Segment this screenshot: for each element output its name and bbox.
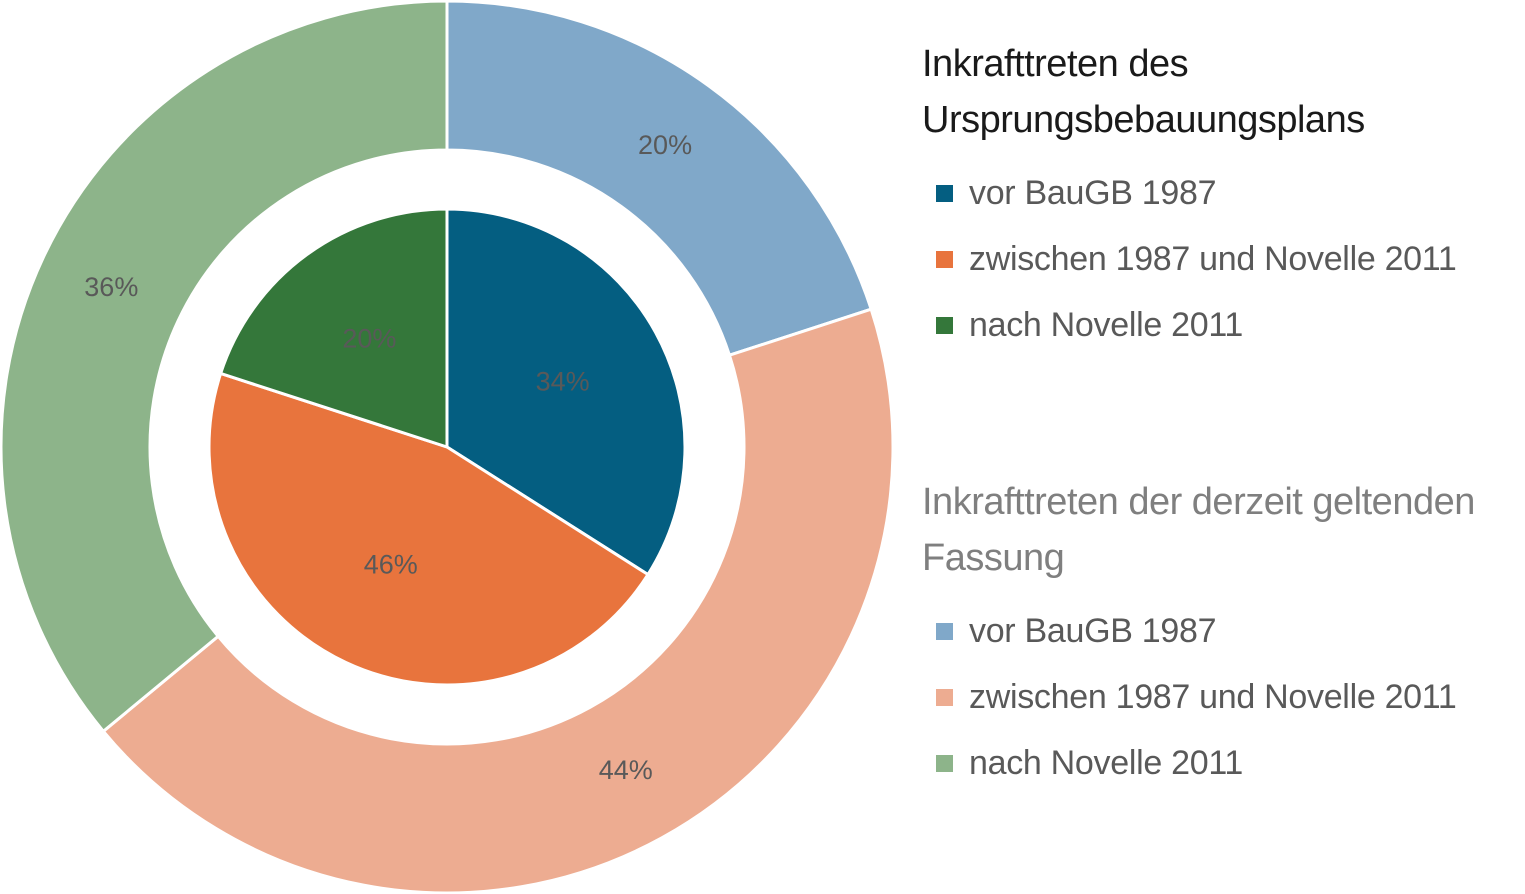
- legend-item: nach Novelle 2011: [922, 292, 1525, 358]
- legend-label: zwischen 1987 und Novelle 2011: [969, 239, 1457, 278]
- donut-chart: 20% 44% 36% 34% 46% 20%: [0, 0, 895, 894]
- inner-slice-label: 34%: [536, 367, 590, 397]
- outer-slice: [101, 307, 895, 894]
- legend-swatch: [936, 688, 953, 706]
- legend-swatch: [936, 754, 953, 772]
- outer-slice-label: 36%: [84, 272, 138, 302]
- slice-labels: 20% 44% 36% 34% 46% 20%: [84, 130, 692, 785]
- legend-swatch: [936, 250, 953, 268]
- inner-slice-label: 46%: [364, 550, 418, 580]
- legend-swatch: [936, 622, 953, 640]
- inner-slice-label: 20%: [342, 323, 396, 353]
- legend-list-inner: vor BauGB 1987 zwischen 1987 und Novelle…: [922, 160, 1525, 358]
- outer-slice: [0, 0, 449, 734]
- legend-item: zwischen 1987 und Novelle 2011: [922, 664, 1525, 730]
- inner-slice: [218, 207, 449, 450]
- legend-item: nach Novelle 2011: [922, 730, 1525, 796]
- outer-ring: [0, 0, 895, 894]
- legend-item: vor BauGB 1987: [922, 598, 1525, 664]
- inner-slice: [207, 371, 651, 687]
- outer-slice-label: 44%: [599, 755, 653, 785]
- legend-inner: Inkrafttreten des Ursprungsbebauungsplan…: [922, 36, 1525, 358]
- legend-item: vor BauGB 1987: [922, 160, 1525, 226]
- legend-label: zwischen 1987 und Novelle 2011: [969, 677, 1457, 716]
- legend-swatch: [936, 184, 953, 202]
- legend-title-outer: Inkrafttreten der derzeit geltenden Fass…: [922, 481, 1475, 579]
- legend-list-outer: vor BauGB 1987 zwischen 1987 und Novelle…: [922, 598, 1525, 796]
- legend-swatch: [936, 316, 953, 334]
- outer-slice: [445, 0, 874, 358]
- legend-label: vor BauGB 1987: [969, 611, 1217, 650]
- legend-label: vor BauGB 1987: [969, 173, 1217, 212]
- outer-slice-label: 20%: [638, 130, 692, 160]
- legend-label: nach Novelle 2011: [969, 743, 1244, 782]
- legend-title-inner: Inkrafttreten des Ursprungsbebauungsplan…: [922, 43, 1365, 141]
- legend-outer: Inkrafttreten der derzeit geltenden Fass…: [922, 474, 1525, 796]
- legend-item: zwischen 1987 und Novelle 2011: [922, 226, 1525, 292]
- inner-pie: [207, 207, 687, 687]
- legend-label: nach Novelle 2011: [969, 305, 1244, 344]
